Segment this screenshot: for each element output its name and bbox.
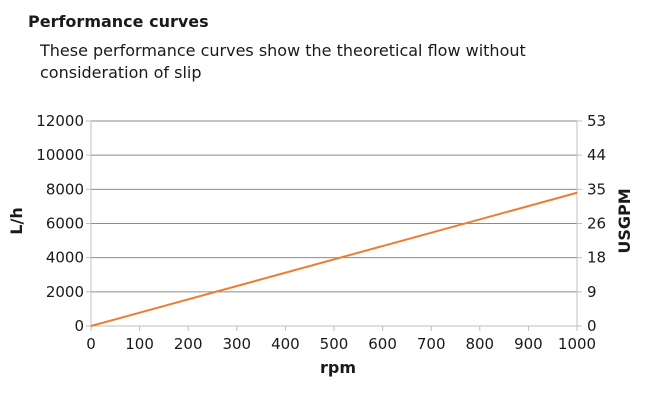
series-line xyxy=(90,191,578,327)
y-tick-label: 8000 xyxy=(46,180,84,198)
x-tick-label: 300 xyxy=(222,335,251,353)
x-tick-label: 900 xyxy=(514,335,543,353)
x-tick-label: 0 xyxy=(86,335,96,353)
axes xyxy=(86,120,582,331)
x-tick-labels: 0 100 200 300 400 500 600 700 800 900 1000 xyxy=(86,335,596,353)
y-tick-label: 10000 xyxy=(36,146,84,164)
chart-subtitle: These performance curves show the theore… xyxy=(40,41,526,82)
y2-tick-label: 26 xyxy=(587,215,606,233)
y2-tick-label: 44 xyxy=(587,146,606,164)
chart-title: Performance curves xyxy=(28,12,209,31)
y-tick-label: 0 xyxy=(74,317,84,335)
y-axis-title: L/h xyxy=(7,207,26,234)
y2-tick-label: 0 xyxy=(587,317,597,335)
x-tick-label: 200 xyxy=(174,335,203,353)
y-tick-labels: 0 2000 4000 6000 8000 10000 12000 xyxy=(36,112,84,335)
grid-lines xyxy=(91,120,577,293)
y2-tick-label: 53 xyxy=(587,112,606,130)
y-tick-label: 12000 xyxy=(36,112,84,130)
y2-tick-label: 18 xyxy=(587,249,606,267)
y-tick-label: 6000 xyxy=(46,215,84,233)
x-tick-label: 700 xyxy=(417,335,446,353)
x-tick-label: 1000 xyxy=(558,335,596,353)
y-tick-label: 2000 xyxy=(46,283,84,301)
series-lines xyxy=(90,191,578,327)
y2-tick-label: 9 xyxy=(587,283,597,301)
y2-axis-title: USGPM xyxy=(615,188,634,253)
x-tick-label: 100 xyxy=(125,335,154,353)
y2-tick-labels: 0 9 18 26 35 44 53 xyxy=(587,112,606,335)
y-tick-label: 4000 xyxy=(46,249,84,267)
x-tick-label: 600 xyxy=(368,335,397,353)
x-axis-title: rpm xyxy=(320,358,356,377)
x-tick-label: 400 xyxy=(271,335,300,353)
x-tick-label: 800 xyxy=(465,335,494,353)
y2-tick-label: 35 xyxy=(587,180,606,198)
x-tick-label: 500 xyxy=(320,335,349,353)
